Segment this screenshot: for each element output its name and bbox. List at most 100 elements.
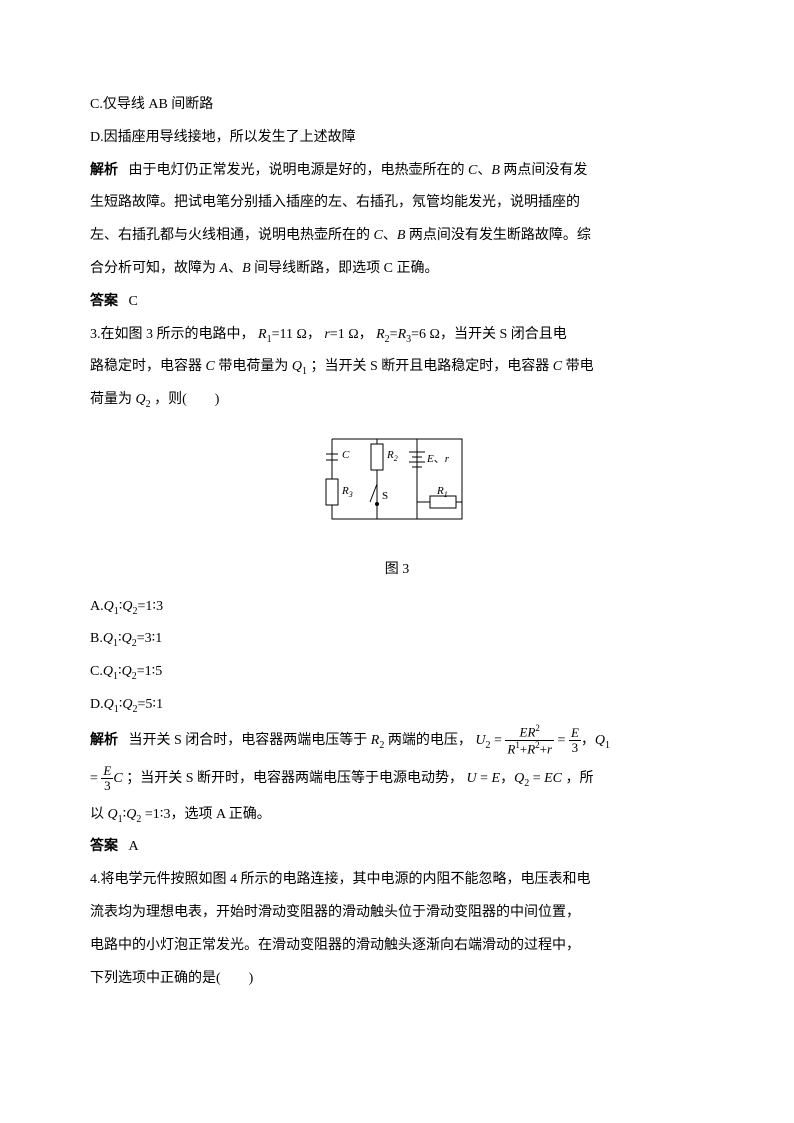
var-r2: R <box>376 327 385 342</box>
text: 断开且电路稳定时，电容器 <box>381 359 549 374</box>
var-s: S <box>370 359 378 374</box>
text: =6 Ω，当开关 <box>411 327 496 342</box>
sep: 、 <box>434 453 445 465</box>
var-q2: Q <box>126 807 136 822</box>
sub: 2 <box>485 740 490 751</box>
var-q1: Q <box>595 733 605 748</box>
var-q2: Q <box>136 392 146 407</box>
var-ec: EC <box>544 771 562 786</box>
text: 带电荷量为 <box>218 359 288 374</box>
text: C.仅导线 AB 间断路 <box>90 97 213 112</box>
answer-value: A <box>129 839 139 854</box>
q3-explain-line2: = E 3 C ；当开关 S 断开时，电容器两端电压等于电源电动势， U = E… <box>90 761 704 797</box>
var-e: E <box>492 771 501 786</box>
plus: + <box>540 741 547 756</box>
q4-stem-line1: 4.将电学元件按照如图 4 所示的电路连接，其中电源的内阻不能忽略，电压表和电 <box>90 865 704 896</box>
text: 正确。 <box>396 261 438 276</box>
q4-stem-line3: 电路中的小灯泡正常发光。在滑动变阻器的滑动触头逐渐向右端滑动的过程中， <box>90 931 704 962</box>
text: 正确。 <box>229 807 271 822</box>
svg-text:R3: R3 <box>341 485 353 499</box>
var-q2: Q <box>514 771 524 786</box>
eq: = <box>494 733 505 748</box>
circuit-diagram: C R3 R2 S E、r R1 <box>90 424 704 547</box>
prefix: A. <box>90 599 104 614</box>
text: ；当开关 <box>126 771 182 786</box>
text: 合分析可知，故障为 <box>90 261 216 276</box>
text: =1∶3，选项 <box>145 807 213 822</box>
var-b: B <box>491 163 500 178</box>
text: 闭合且电 <box>511 327 567 342</box>
text: 间导线断路，即选项 <box>254 261 380 276</box>
text: 以 <box>90 807 104 822</box>
q3-stem-line1: 3.在如图 3 所示的电路中， R1=11 Ω， r=1 Ω， R2=R3=6 … <box>90 320 704 351</box>
text: =1 Ω， <box>330 327 373 342</box>
explain-label: 解析 <box>90 163 118 178</box>
text: 流表均为理想电表，开始时滑动变阻器的滑动触头位于滑动变阻器的中间位置， <box>90 905 580 920</box>
text: 两点间没有发生断路故障。综 <box>409 228 591 243</box>
var-u: U <box>467 771 477 786</box>
q2-explain-line2: 生短路故障。把试电笔分别插入插座的左、右插孔，氖管均能发光，说明插座的 <box>90 188 704 219</box>
q3-option-d: D.Q1∶Q2=5∶1 <box>90 690 704 721</box>
answer-label: 答案 <box>90 294 118 309</box>
q3-stem-line3: 荷量为 Q2 ，则( ) <box>90 385 704 416</box>
sup: 2 <box>535 723 540 733</box>
var-c: C <box>113 771 122 786</box>
var-c: C <box>206 359 215 374</box>
text: 闭合时，电容器两端电压等于 <box>185 733 367 748</box>
den: 3 <box>101 779 113 793</box>
var-b: B <box>397 228 406 243</box>
ratio: =3∶1 <box>137 631 163 646</box>
var-b: B <box>242 261 251 276</box>
var-q1: Q <box>292 359 302 374</box>
sep: 、 <box>477 163 491 178</box>
text: 路稳定时，电容器 <box>90 359 202 374</box>
text: 两点间没有发 <box>503 163 587 178</box>
q1: Q <box>104 697 114 712</box>
q3-explain-line3: 以 Q1∶Q2 =1∶3，选项 A 正确。 <box>90 800 704 831</box>
label-r-small: r <box>445 453 450 465</box>
text: 3.在如图 3 所示的电路中， <box>90 327 255 342</box>
den: 3 <box>569 741 581 755</box>
answer-label: 答案 <box>90 839 118 854</box>
q3-option-c: C.Q1∶Q2=1∶5 <box>90 657 704 688</box>
answer-value: C <box>129 294 138 309</box>
text: 4.将电学元件按照如图 4 所示的电路连接，其中电源的内阻不能忽略，电压表和电 <box>90 872 591 887</box>
svg-text:E、r: E、r <box>426 453 450 465</box>
sub: 2 <box>379 740 384 751</box>
q2: Q <box>122 599 132 614</box>
prefix: C. <box>90 664 103 679</box>
var-r1: R <box>258 327 267 342</box>
r-small: r <box>547 741 552 756</box>
q2-explain-line1: 解析 由于电灯仍正常发光，说明电源是好的，电热壶所在的 C、B 两点间没有发 <box>90 156 704 187</box>
var-a: A <box>220 261 229 276</box>
circuit-svg: C R3 R2 S E、r R1 <box>312 424 482 534</box>
eq: = <box>558 733 566 748</box>
q2: Q <box>122 697 132 712</box>
q3-option-b: B.Q1∶Q2=3∶1 <box>90 624 704 655</box>
sub: 2 <box>524 778 529 789</box>
q1: Q <box>104 599 114 614</box>
text: 电路中的小灯泡正常发光。在滑动变阻器的滑动触头逐渐向右端滑动的过程中， <box>90 938 580 953</box>
text: ，所 <box>566 771 594 786</box>
q1: Q <box>103 631 113 646</box>
eq: = <box>390 327 398 342</box>
sep: 、 <box>383 228 397 243</box>
q2: Q <box>122 664 132 679</box>
var-c: C <box>553 359 562 374</box>
q2-explain-line4: 合分析可知，故障为 A、B 间导线断路，即选项 C 正确。 <box>90 254 704 285</box>
sub: 1 <box>302 366 307 377</box>
sub: 1 <box>605 740 610 751</box>
text: =11 Ω， <box>272 327 321 342</box>
fraction-e3: E 3 <box>569 726 581 756</box>
var-c: C <box>374 228 383 243</box>
var-s: S <box>499 327 507 342</box>
r: R <box>527 741 535 756</box>
fraction-1: ER2 R1+R2+r <box>505 724 554 756</box>
q3-answer: 答案 A <box>90 832 704 863</box>
var-s: S <box>174 733 182 748</box>
q1: Q <box>103 664 113 679</box>
q2-explain-line3: 左、右插孔都与火线相通，说明电热壶所在的 C、B 两点间没有发生断路故障。综 <box>90 221 704 252</box>
fraction-e3b: E 3 <box>101 764 113 794</box>
text: 下列选项中正确的是( ) <box>90 971 253 986</box>
var-c: C <box>384 261 393 276</box>
